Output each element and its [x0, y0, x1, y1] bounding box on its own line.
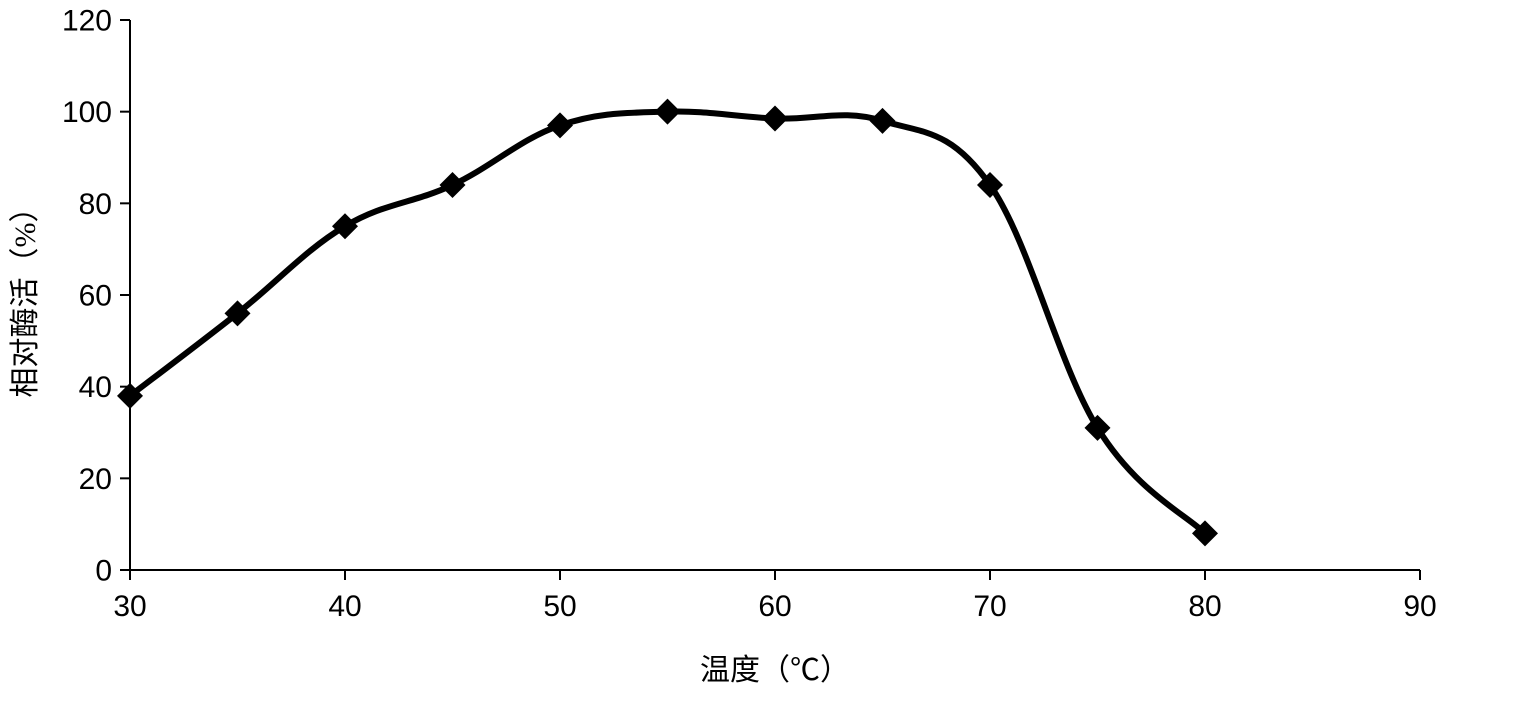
- x-tick-label: 40: [328, 590, 361, 623]
- x-tick-label: 50: [543, 590, 576, 623]
- x-tick-label: 30: [113, 590, 146, 623]
- chart-container: 30 40 50 60 70 80 90 0 20 40 60 80 100 120 温度（℃） 相对酶活（%…: [0, 0, 1515, 720]
- y-tick-label: 120: [62, 5, 112, 38]
- data-marker: [547, 112, 573, 138]
- x-tick-label: 70: [973, 590, 1006, 623]
- data-marker: [762, 106, 788, 132]
- data-marker: [870, 108, 896, 134]
- y-tick-label: 100: [62, 96, 112, 129]
- x-tick-label: 90: [1403, 590, 1436, 623]
- y-tick-label: 80: [79, 188, 112, 221]
- x-tick-label: 80: [1188, 590, 1221, 623]
- y-tick-label: 0: [95, 555, 112, 588]
- x-tick-label: 60: [758, 590, 791, 623]
- data-marker: [655, 99, 681, 125]
- series-line: [130, 112, 1205, 534]
- y-tick-label: 20: [79, 463, 112, 496]
- y-axis-label: 相对酶活（%）: [9, 193, 42, 398]
- data-marker: [440, 172, 466, 198]
- chart-svg: 30 40 50 60 70 80 90 0 20 40 60 80 100 120 温度（℃） 相对酶活（%…: [0, 0, 1515, 720]
- y-tick-label: 60: [79, 280, 112, 313]
- x-axis-label: 温度（℃）: [700, 654, 850, 687]
- y-tick-label: 40: [79, 371, 112, 404]
